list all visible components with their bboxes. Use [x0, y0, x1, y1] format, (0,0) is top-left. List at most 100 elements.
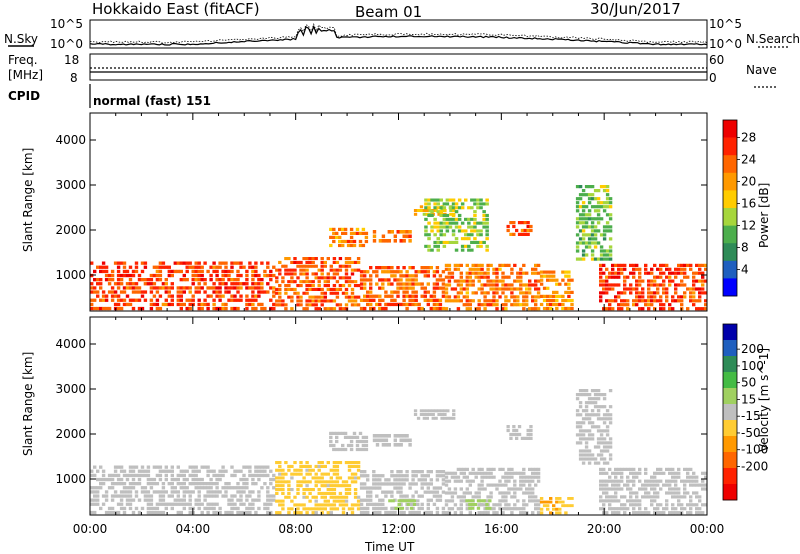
data-cell	[587, 453, 592, 457]
data-cell	[426, 298, 430, 302]
data-cell	[536, 499, 541, 503]
data-cell	[432, 270, 437, 274]
data-cell	[632, 275, 636, 279]
data-cell	[369, 306, 373, 311]
data-cell	[704, 303, 708, 307]
data-cell	[107, 306, 112, 311]
data-cell	[614, 483, 618, 487]
data-cell	[552, 302, 556, 307]
data-cell	[635, 291, 639, 295]
data-cell	[191, 269, 195, 274]
data-cell	[203, 298, 207, 302]
data-cell	[405, 282, 409, 286]
data-cell	[119, 290, 124, 294]
data-cell	[614, 511, 618, 515]
data-cell	[305, 468, 309, 472]
data-cell	[432, 286, 437, 290]
data-cell	[419, 209, 424, 212]
data-cell	[443, 209, 447, 212]
data-cell	[438, 298, 443, 302]
data-cell	[617, 511, 621, 515]
data-cell	[450, 471, 455, 475]
data-cell	[263, 502, 267, 506]
data-cell	[486, 299, 490, 303]
data-cell	[266, 261, 270, 265]
data-cell	[356, 464, 361, 468]
data-cell	[516, 279, 520, 283]
data-cell	[227, 510, 231, 515]
data-cell	[349, 439, 354, 444]
data-cell	[390, 290, 394, 294]
data-cell	[504, 499, 508, 503]
data-cell	[399, 494, 403, 498]
data-cell	[260, 469, 264, 473]
data-cell	[695, 483, 699, 487]
data-cell	[113, 469, 118, 473]
data-cell	[647, 511, 651, 515]
data-cell	[599, 299, 603, 303]
data-cell	[402, 298, 406, 302]
data-cell	[245, 482, 249, 486]
data-cell	[329, 431, 333, 435]
data-cell	[347, 257, 352, 261]
data-cell	[454, 217, 459, 221]
data-cell	[218, 290, 222, 294]
data-cell	[570, 278, 574, 282]
data-cell	[414, 470, 418, 474]
data-cell	[457, 206, 462, 210]
data-cell	[408, 274, 412, 278]
data-cell	[212, 469, 216, 473]
data-cell	[596, 397, 601, 401]
data-cell	[387, 302, 391, 307]
data-cell	[480, 483, 484, 487]
data-cell	[335, 291, 340, 295]
data-cell	[338, 307, 343, 311]
data-cell	[602, 249, 607, 253]
data-cell	[245, 294, 249, 298]
data-cell	[662, 283, 666, 287]
data-cell	[635, 303, 639, 307]
data-cell	[155, 506, 160, 511]
data-cell	[456, 475, 461, 479]
data-cell	[656, 275, 660, 279]
data-cell	[650, 495, 654, 499]
data-cell	[349, 227, 354, 231]
data-cell	[552, 504, 556, 508]
data-cell	[608, 495, 612, 499]
data-cell	[698, 287, 702, 291]
data-cell	[399, 482, 403, 486]
data-cell	[308, 499, 312, 503]
data-cell	[671, 495, 675, 499]
data-cell	[308, 303, 312, 307]
data-cell	[523, 228, 527, 233]
data-cell	[581, 229, 586, 233]
data-cell	[411, 302, 415, 307]
data-cell	[290, 472, 294, 476]
data-cell	[653, 299, 657, 303]
data-cell	[260, 465, 264, 469]
data-cell	[335, 235, 339, 239]
data-cell	[536, 287, 541, 291]
data-cell	[456, 263, 461, 267]
data-cell	[164, 477, 168, 482]
data-cell	[656, 291, 660, 295]
data-cell	[155, 273, 160, 278]
data-cell	[492, 287, 496, 291]
data-cell	[623, 299, 627, 303]
data-cell	[218, 298, 222, 302]
data-cell	[284, 461, 288, 465]
data-cell	[692, 275, 696, 279]
data-cell	[531, 479, 535, 483]
data-cell	[489, 263, 493, 267]
data-cell	[486, 467, 490, 471]
data-cell	[436, 237, 440, 241]
data-cell	[522, 291, 526, 295]
data-cell	[650, 267, 654, 271]
data-cell	[369, 278, 373, 282]
data-cell	[302, 272, 306, 276]
data-cell	[251, 498, 255, 502]
data-cell	[110, 494, 115, 498]
data-cell	[369, 294, 373, 298]
data-cell	[641, 291, 645, 295]
data-cell	[470, 198, 474, 202]
